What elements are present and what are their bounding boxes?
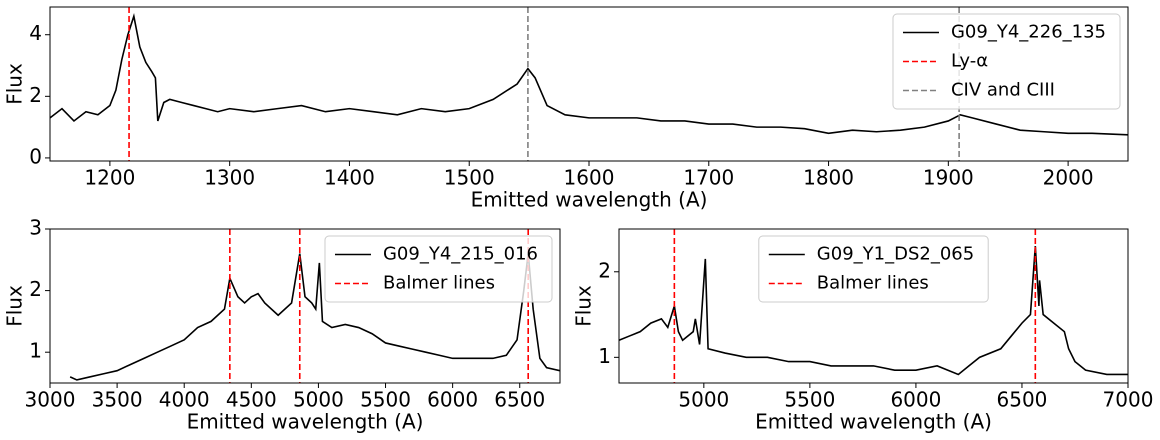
x-tick-label: 5000	[293, 388, 344, 412]
axes-frame	[618, 228, 1129, 384]
x-tick-label: 3000	[25, 388, 76, 412]
x-tick-label: 6500	[494, 388, 545, 412]
y-axis-label: Flux	[3, 63, 27, 105]
legend-label: Balmer lines	[817, 273, 929, 294]
legend-label: G09_Y4_226_135	[951, 22, 1106, 43]
x-tick-label: 5500	[784, 388, 835, 412]
x-tick-label: 1200	[84, 166, 135, 190]
y-tick-label: 0	[29, 144, 42, 168]
y-axis-label: Flux	[572, 285, 596, 327]
legend-label: CIV and CIII	[951, 80, 1055, 101]
x-tick-label: 6000	[890, 388, 941, 412]
x-tick-label: 1600	[564, 166, 615, 190]
legend-label: G09_Y4_215_016	[383, 244, 538, 265]
x-tick-label: 3500	[92, 388, 143, 412]
x-axis-label: Emitted wavelength (A)	[187, 410, 424, 434]
y-tick-label: 1	[29, 339, 42, 363]
y-tick-label: 2	[29, 277, 42, 301]
x-axis-label: Emitted wavelength (A)	[471, 188, 708, 212]
legend: G09_Y1_DS2_065 Balmer lines	[758, 235, 989, 303]
y-tick-label: 2	[598, 258, 611, 282]
x-tick-label: 6000	[427, 388, 478, 412]
subplot: 5000 5500 6000 6500 7000 1 2 Emitted wavelength…	[572, 228, 1154, 434]
x-axis-label: Emitted wavelength (A)	[755, 410, 992, 434]
x-tick-label: 5000	[678, 388, 729, 412]
spectrum-line	[50, 13, 1128, 136]
legend-label: Balmer lines	[383, 273, 495, 294]
x-tick-label: 1700	[683, 166, 734, 190]
x-tick-label: 4500	[226, 388, 277, 412]
subplot: 3000 3500 4000 4500 5000 5500 6000 6500 1 2 3 Emitt…	[3, 216, 561, 434]
legend-label: Ly-α	[951, 51, 988, 72]
legend-box	[758, 235, 989, 303]
y-tick-label: 3	[29, 216, 42, 240]
x-tick-label: 1500	[444, 166, 495, 190]
x-tick-label: 7000	[1103, 388, 1154, 412]
x-tick-label: 1800	[803, 166, 854, 190]
legend-box	[892, 13, 1121, 110]
x-tick-label: 1900	[923, 166, 974, 190]
x-tick-label: 1400	[324, 166, 375, 190]
subplot: 1200 1300 1400 1500 1600 1700 1800 1900 2000 0 2 4 E…	[3, 6, 1129, 212]
x-tick-label: 5500	[360, 388, 411, 412]
y-axis-label: Flux	[3, 285, 27, 327]
axes-frame	[49, 6, 1129, 162]
legend-label: G09_Y1_DS2_065	[817, 244, 974, 265]
x-tick-label: 2000	[1043, 166, 1094, 190]
legend: G09_Y4_215_016 Balmer lines	[324, 235, 553, 303]
y-tick-label: 4	[29, 21, 42, 45]
legend-box	[324, 235, 553, 303]
axes-frame	[49, 228, 561, 384]
x-tick-label: 1300	[204, 166, 255, 190]
legend: G09_Y4_226_135 Ly-α CIV and CIII	[892, 13, 1121, 110]
y-tick-label: 1	[598, 344, 611, 368]
y-tick-label: 2	[29, 83, 42, 107]
x-tick-label: 4000	[159, 388, 210, 412]
spectrum-line	[619, 246, 1128, 376]
spectrum-line	[69, 253, 560, 381]
x-tick-label: 6500	[997, 388, 1048, 412]
